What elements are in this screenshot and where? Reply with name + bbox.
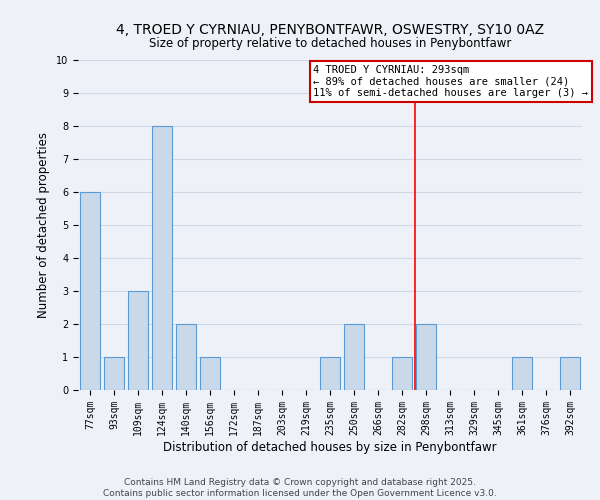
Text: 4 TROED Y CYRNIAU: 293sqm
← 89% of detached houses are smaller (24)
11% of semi-: 4 TROED Y CYRNIAU: 293sqm ← 89% of detac… (313, 65, 588, 98)
Bar (152, 126, 172, 390)
Y-axis label: Number of detached properties: Number of detached properties (37, 132, 50, 318)
Text: Contains HM Land Registry data © Crown copyright and database right 2025.
Contai: Contains HM Land Registry data © Crown c… (103, 478, 497, 498)
Text: 4, TROED Y CYRNIAU, PENYBONTFAWR, OSWESTRY, SY10 0AZ: 4, TROED Y CYRNIAU, PENYBONTFAWR, OSWEST… (116, 22, 544, 36)
Bar (416, 324, 436, 390)
X-axis label: Distribution of detached houses by size in Penybontfawr: Distribution of detached houses by size … (163, 440, 497, 454)
Bar (512, 357, 532, 390)
Bar (104, 357, 124, 390)
Bar (80, 192, 100, 390)
Bar (344, 324, 364, 390)
Bar (392, 357, 412, 390)
Bar (200, 357, 220, 390)
Bar (320, 357, 340, 390)
Bar (560, 357, 580, 390)
Bar (128, 291, 148, 390)
Text: Size of property relative to detached houses in Penybontfawr: Size of property relative to detached ho… (149, 38, 511, 51)
Bar (176, 324, 196, 390)
